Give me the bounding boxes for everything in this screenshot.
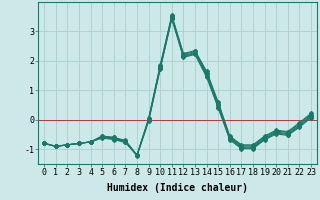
X-axis label: Humidex (Indice chaleur): Humidex (Indice chaleur)	[107, 183, 248, 193]
